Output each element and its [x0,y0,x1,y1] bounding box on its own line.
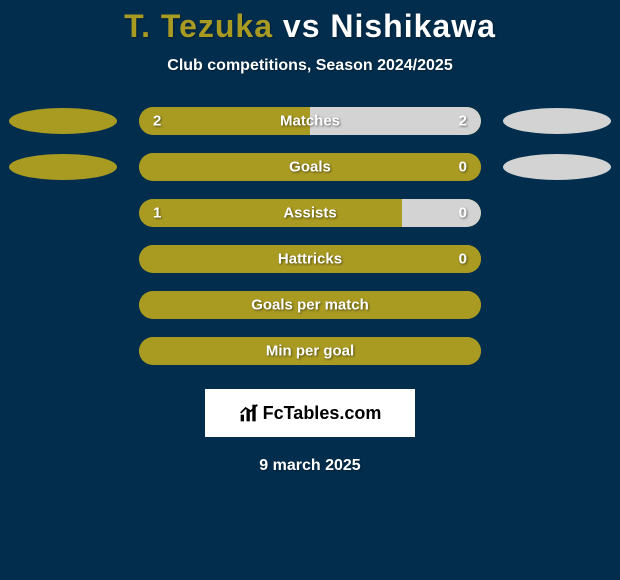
stat-row: 1Assists0 [0,199,620,227]
date-text: 9 march 2025 [259,457,360,475]
stat-label: Goals per match [139,297,481,314]
stat-bar: 1Assists0 [139,199,481,227]
stat-label: Goals [139,159,481,176]
subtitle: Club competitions, Season 2024/2025 [167,57,452,75]
stat-right-value: 0 [459,251,467,268]
stat-bar: Goals0 [139,153,481,181]
stat-row: 2Matches2 [0,107,620,135]
stat-row: Min per goal [0,337,620,365]
branding-box: FcTables.com [205,389,415,437]
stat-right-value: 0 [459,205,467,222]
right-slot [503,200,611,226]
vs-word: vs [283,8,321,44]
branding-text: FcTables.com [263,403,382,424]
player1-ellipse [9,108,117,134]
stat-label: Min per goal [139,343,481,360]
left-slot [9,292,117,318]
comparison-infographic: T. Tezuka vs Nishikawa Club competitions… [0,0,620,580]
stat-label: Matches [139,113,481,130]
right-slot [503,292,611,318]
right-slot [503,246,611,272]
chart-icon [239,403,259,423]
page-title: T. Tezuka vs Nishikawa [124,8,496,45]
stat-bar: Hattricks0 [139,245,481,273]
stat-row: Goals per match [0,291,620,319]
stat-label: Assists [139,205,481,222]
stat-bar: 2Matches2 [139,107,481,135]
stat-bar: Min per goal [139,337,481,365]
left-slot [9,338,117,364]
stat-right-value: 0 [459,159,467,176]
left-slot [9,246,117,272]
stat-row: Hattricks0 [0,245,620,273]
player1-name: T. Tezuka [124,8,273,44]
stat-right-value: 2 [459,113,467,130]
left-slot [9,200,117,226]
player2-name: Nishikawa [330,8,496,44]
stats-rows: 2Matches2Goals01Assists0Hattricks0Goals … [0,107,620,365]
player1-ellipse [9,154,117,180]
stat-label: Hattricks [139,251,481,268]
stat-bar: Goals per match [139,291,481,319]
right-slot [503,338,611,364]
player2-ellipse [503,154,611,180]
stat-row: Goals0 [0,153,620,181]
player2-ellipse [503,108,611,134]
